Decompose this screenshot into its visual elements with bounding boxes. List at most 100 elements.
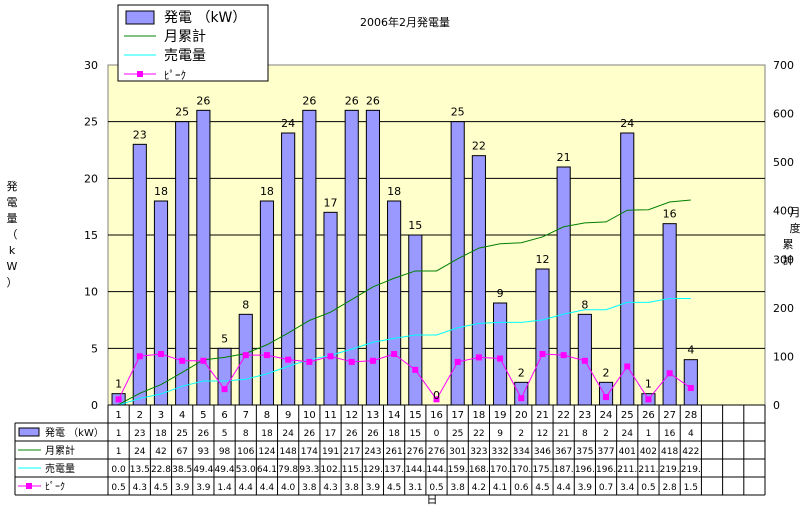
bar (259, 200, 275, 406)
table-cell: 22.8 (151, 465, 171, 475)
peak-marker (603, 394, 610, 401)
x-tick-label: 13 (367, 410, 380, 421)
table-cell: 18 (388, 429, 400, 439)
bar-data-label: 18 (154, 185, 168, 198)
y-right-tick-label: 300 (773, 253, 794, 266)
bar (556, 166, 571, 406)
table-cell: 1 (116, 429, 122, 439)
y-right-tick-label: 700 (773, 59, 794, 72)
table-cell: 323 (470, 447, 487, 457)
table-key-marker (26, 483, 32, 489)
table-cell: 332 (491, 447, 508, 457)
table-cell: 334 (513, 447, 530, 457)
y-left-tick-label: 25 (84, 116, 98, 129)
table-cell: 3.9 (366, 483, 381, 493)
table-cell: 170. (511, 465, 531, 475)
bar (281, 132, 296, 406)
x-tick-label: 12 (345, 410, 358, 421)
table-cell: 401 (619, 447, 636, 457)
table-cell: 3.9 (175, 483, 190, 493)
bar (387, 200, 402, 406)
y-left-axis-label: 発電量（ k W） (7, 179, 18, 289)
peak-marker (179, 357, 186, 364)
legend-entry: 月累計 (164, 29, 206, 45)
table-cell: 4.4 (556, 483, 571, 493)
table-cell: 3.9 (196, 483, 211, 493)
table-series-name: ﾋﾟｰｸ (45, 481, 65, 493)
table-cell: 24 (282, 429, 294, 439)
table-cell: 23 (134, 429, 145, 439)
table-cell: 26 (346, 429, 358, 439)
bar-data-label: 22 (472, 140, 486, 153)
peak-marker (200, 357, 207, 364)
table-cell: 4 (688, 429, 694, 439)
bar-data-label: 18 (387, 185, 401, 198)
bar-data-label: 1 (645, 378, 652, 391)
bar-data-label: 25 (451, 106, 465, 119)
table-cell: 17 (325, 429, 336, 439)
bar-data-label: 5 (221, 332, 228, 345)
peak-marker (518, 395, 525, 402)
legend-entry: ﾋﾟｰｸ (164, 69, 186, 82)
table-cell: 422 (682, 447, 699, 457)
table-cell: 93 (198, 447, 209, 457)
table-cell: 1 (646, 429, 652, 439)
table-cell: 1 (116, 447, 122, 457)
x-tick-label: 16 (430, 410, 443, 421)
y-right-axis-label: 月度累計 (783, 206, 801, 267)
table-cell: 106 (237, 447, 254, 457)
table-cell: 196. (575, 465, 595, 475)
x-tick-label: 20 (515, 410, 528, 421)
bar-data-label: 21 (557, 151, 571, 164)
x-tick-label: 5 (200, 410, 206, 421)
bar-data-label: 8 (242, 298, 249, 311)
y-right-tick-label: 500 (773, 156, 794, 169)
peak-marker (327, 353, 334, 360)
y-right-tick-label: 100 (773, 350, 794, 363)
table-cell: 38.5 (172, 465, 192, 475)
table-cell: 243 (364, 447, 381, 457)
table-cell: 219. (660, 465, 680, 475)
peak-marker (560, 352, 567, 359)
chart-title: 2006年2月発電量 (360, 15, 450, 29)
peak-marker (497, 355, 504, 362)
table-cell: 276 (407, 447, 424, 457)
table-cell: 0.5 (429, 483, 443, 493)
table-cell: 115. (342, 465, 362, 475)
table-cell: 1.4 (217, 483, 232, 493)
table-cell: 375 (576, 447, 593, 457)
peak-marker (454, 358, 461, 365)
peak-marker (115, 396, 122, 403)
table-cell: 191 (322, 447, 339, 457)
table-cell: 5 (222, 429, 228, 439)
bar-data-label: 4 (687, 344, 694, 357)
table-cell: 18 (261, 429, 273, 439)
table-cell: 4.3 (133, 483, 147, 493)
y-left-tick-label: 5 (91, 342, 98, 355)
table-cell: 187. (554, 465, 574, 475)
x-tick-label: 1 (115, 410, 121, 421)
table-cell: 1.5 (684, 483, 698, 493)
table-cell: 8 (582, 429, 588, 439)
bar (493, 302, 508, 406)
bar-data-label: 26 (366, 94, 380, 107)
table-cell: 4.5 (154, 483, 168, 493)
table-cell: 24 (622, 429, 634, 439)
bar (662, 223, 677, 406)
table-cell: 79.8 (278, 465, 298, 475)
table-cell: 2 (603, 429, 609, 439)
table-cell: 261 (386, 447, 403, 457)
x-tick-label: 28 (684, 410, 697, 421)
y-right-tick-label: 400 (773, 205, 794, 218)
bar-data-label: 23 (133, 128, 147, 141)
table-cell: 219. (681, 465, 701, 475)
table-cell: 377 (597, 447, 614, 457)
bar (408, 234, 423, 406)
bar-data-label: 16 (663, 208, 677, 221)
table-cell: 0.5 (111, 483, 125, 493)
table-cell: 21 (558, 429, 569, 439)
peak-marker (348, 358, 355, 365)
bar-data-label: 24 (281, 117, 295, 130)
table-cell: 102. (321, 465, 341, 475)
